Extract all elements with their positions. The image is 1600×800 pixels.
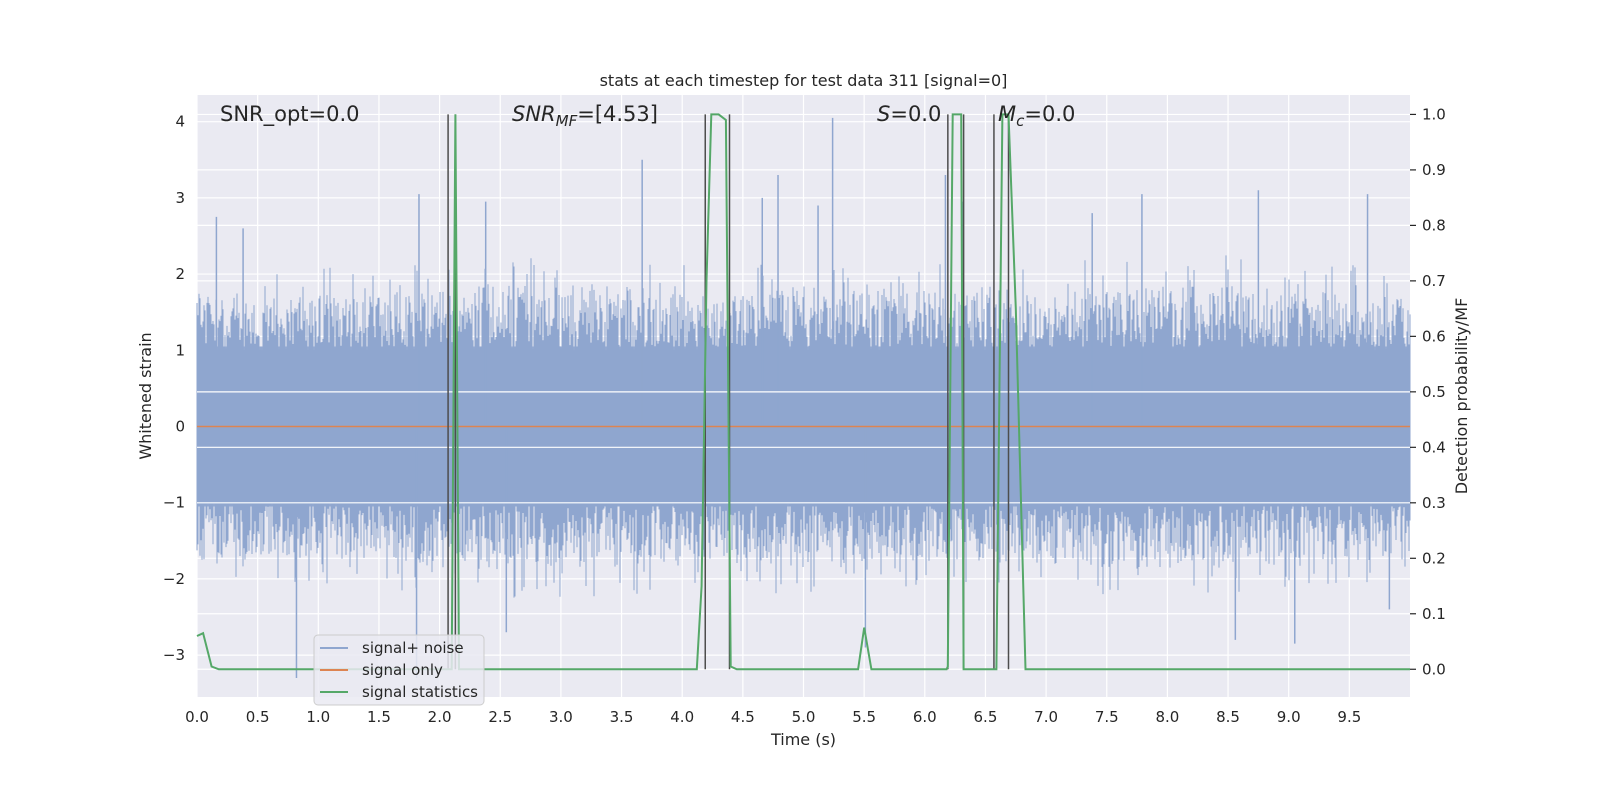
x-tick-label: 2.5 bbox=[488, 708, 512, 726]
x-tick-label: 6.5 bbox=[974, 708, 998, 726]
y-tick-label-right: 0.4 bbox=[1422, 438, 1446, 456]
legend-label-signal-only: signal only bbox=[362, 661, 443, 679]
y-tick-label-right: 0.9 bbox=[1422, 161, 1446, 179]
x-axis-label: Time (s) bbox=[770, 730, 836, 749]
mc-subscript: c bbox=[1016, 112, 1025, 130]
y-tick-label-right: 0.5 bbox=[1422, 383, 1446, 401]
x-tick-label: 8.5 bbox=[1216, 708, 1240, 726]
x-tick-label: 5.0 bbox=[792, 708, 816, 726]
mc-annotation: Mc=0.0 bbox=[998, 102, 1075, 130]
chart-title: stats at each timestep for test data 311… bbox=[600, 71, 1008, 90]
tick-labels-layer: 0.0 0.5 1.0 1.5 2.0 2.5 3.0 3.5 4.0 4.5 5.0 5.5 6.0 6… bbox=[163, 105, 1446, 726]
s-annotation: S=0.0 bbox=[877, 102, 941, 126]
x-tick-label: 8.0 bbox=[1155, 708, 1179, 726]
y-tick-label-right: 1.0 bbox=[1422, 105, 1446, 123]
y-axis-label: Whitened strain bbox=[136, 332, 155, 459]
x-tick-label: 9.0 bbox=[1277, 708, 1301, 726]
y-tick-label: −2 bbox=[163, 570, 185, 588]
y-tick-label: 3 bbox=[175, 189, 185, 207]
legend: signal+ noise signal only signal statist… bbox=[313, 634, 485, 706]
x-tick-label: 4.5 bbox=[731, 708, 755, 726]
y-tick-label-right: 0.6 bbox=[1422, 327, 1446, 345]
x-tick-label: 1.0 bbox=[306, 708, 330, 726]
x-tick-label: 9.5 bbox=[1337, 708, 1361, 726]
y-tick-label-right: 0.1 bbox=[1422, 605, 1446, 623]
mc-value: =0.0 bbox=[1024, 102, 1075, 126]
legend-label-signal-statistics: signal statistics bbox=[362, 683, 478, 701]
s-symbol: S bbox=[877, 102, 890, 126]
y-tick-label: 0 bbox=[175, 417, 185, 435]
y-tick-label-right: 0.3 bbox=[1422, 494, 1446, 512]
x-tick-label: 1.5 bbox=[367, 708, 391, 726]
x-tick-label: 3.5 bbox=[610, 708, 634, 726]
y-tick-label: 1 bbox=[175, 341, 185, 359]
y-tick-label: −1 bbox=[163, 494, 185, 512]
y-tick-label: 4 bbox=[175, 113, 185, 131]
signal-only-layer bbox=[197, 391, 1410, 504]
x-tick-label: 3.0 bbox=[549, 708, 573, 726]
snr-mf-subscript: MF bbox=[556, 112, 578, 130]
x-tick-label: 4.0 bbox=[670, 708, 694, 726]
legend-box bbox=[313, 634, 485, 706]
y-tick-label-right: 0.2 bbox=[1422, 549, 1446, 567]
x-tick-label: 0.0 bbox=[185, 708, 209, 726]
x-tick-label: 7.0 bbox=[1034, 708, 1058, 726]
legend-label-signal-noise: signal+ noise bbox=[362, 639, 464, 657]
x-tick-label: 7.5 bbox=[1095, 708, 1119, 726]
x-tick-label: 2.0 bbox=[428, 708, 452, 726]
y-tick-label: −3 bbox=[163, 646, 185, 664]
snr-mf-annotation: SNRMF=[4.53] bbox=[512, 102, 658, 130]
snr-opt-annotation: SNR_opt=0.0 bbox=[220, 102, 360, 127]
y-tick-label-right: 0.8 bbox=[1422, 216, 1446, 234]
x-tick-label: 6.0 bbox=[913, 708, 937, 726]
y-tick-label: 2 bbox=[175, 265, 185, 283]
x-tick-label: 5.5 bbox=[852, 708, 876, 726]
y-tick-label-right: 0.7 bbox=[1422, 272, 1446, 290]
snr-mf-symbol: SNR bbox=[512, 102, 556, 126]
y-axis-label-right: Detection probability/MF bbox=[1452, 298, 1471, 495]
s-value: =0.0 bbox=[890, 102, 941, 126]
x-tick-label: 0.5 bbox=[246, 708, 270, 726]
y-tick-label-right: 0.0 bbox=[1422, 660, 1446, 678]
mc-symbol: M bbox=[998, 102, 1016, 126]
snr-mf-value: =[4.53] bbox=[577, 102, 658, 126]
